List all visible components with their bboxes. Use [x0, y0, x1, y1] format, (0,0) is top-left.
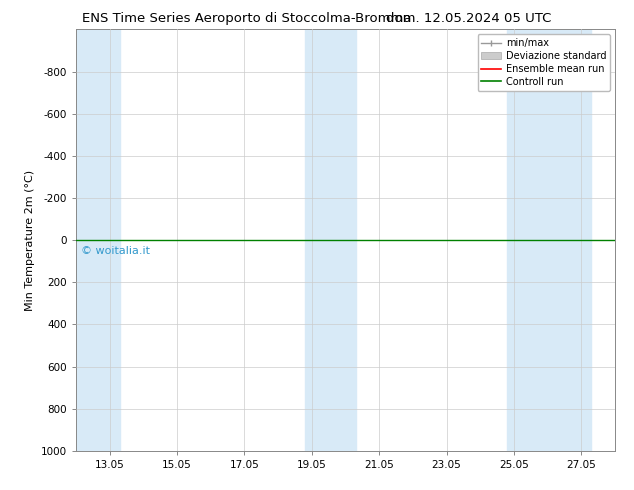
Legend: min/max, Deviazione standard, Ensemble mean run, Controll run: min/max, Deviazione standard, Ensemble m…	[477, 34, 610, 91]
Bar	[305, 29, 356, 451]
Text: © woitalia.it: © woitalia.it	[81, 246, 150, 256]
Bar	[507, 29, 592, 451]
Bar	[76, 29, 120, 451]
Text: ENS Time Series Aeroporto di Stoccolma-Bromma: ENS Time Series Aeroporto di Stoccolma-B…	[82, 12, 412, 25]
Text: dom. 12.05.2024 05 UTC: dom. 12.05.2024 05 UTC	[386, 12, 552, 25]
Y-axis label: Min Temperature 2m (°C): Min Temperature 2m (°C)	[25, 170, 36, 311]
